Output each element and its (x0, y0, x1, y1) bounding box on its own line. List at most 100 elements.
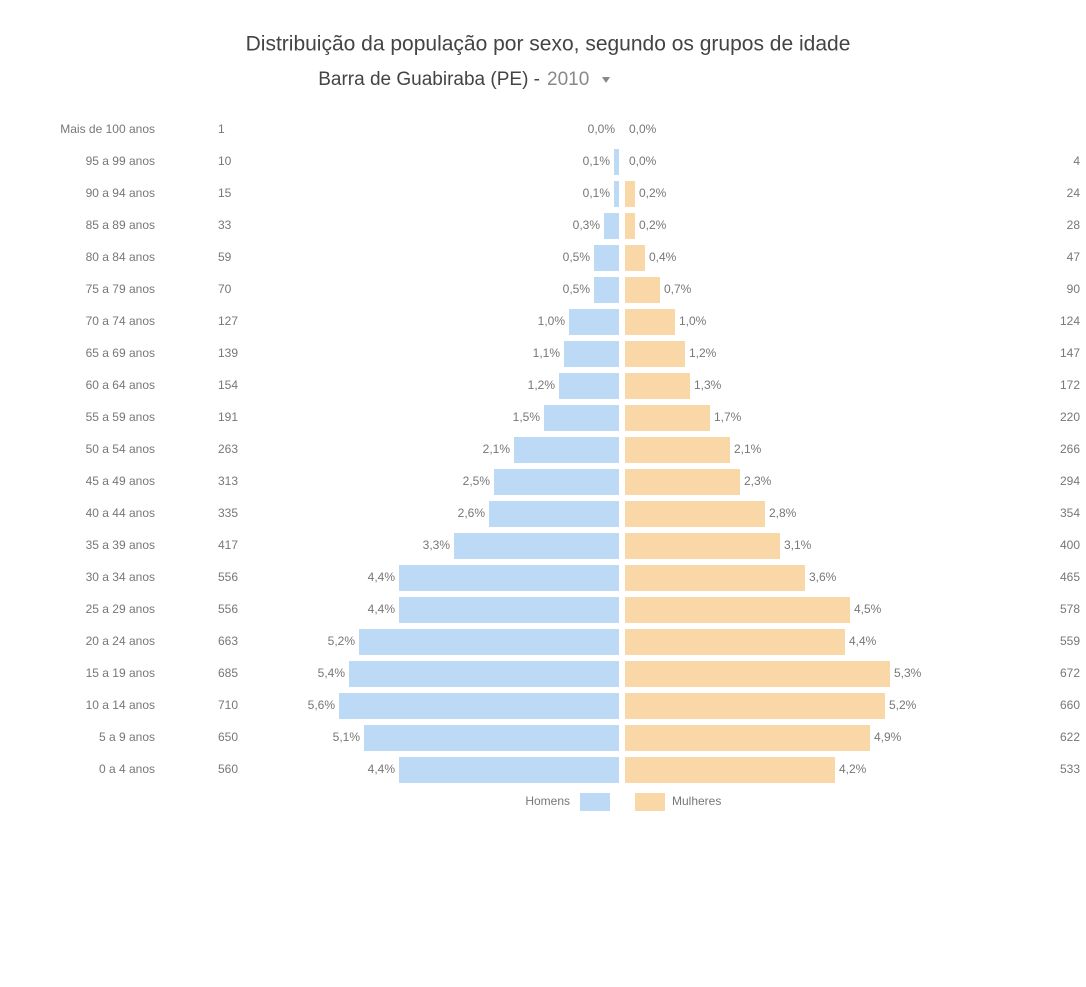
count-label: 685 (218, 666, 238, 680)
count-label: 220 (1060, 410, 1080, 424)
bar (359, 629, 619, 655)
value-label: 4,4% (368, 762, 396, 776)
value-label: 2,6% (458, 506, 486, 520)
age-label: 10 a 14 anos (86, 698, 155, 712)
bar (494, 469, 619, 495)
count-label: 559 (1060, 634, 1080, 648)
count-label: 1 (218, 122, 225, 136)
bar (625, 373, 690, 399)
value-label: 0,0% (588, 122, 616, 136)
bar (399, 565, 619, 591)
bar (399, 757, 619, 783)
count-label: 417 (218, 538, 238, 552)
bar (594, 277, 619, 303)
value-label: 4,4% (368, 602, 396, 616)
bar (544, 405, 619, 431)
bar (625, 757, 835, 783)
value-label: 4,2% (839, 762, 867, 776)
count-label: 560 (218, 762, 238, 776)
age-label: 95 a 99 anos (86, 154, 155, 168)
value-label: 4,5% (854, 602, 882, 616)
age-label: 35 a 39 anos (86, 538, 155, 552)
value-label: 2,1% (483, 442, 511, 456)
value-label: 0,1% (583, 186, 611, 200)
age-label: 75 a 79 anos (86, 282, 155, 296)
count-label: 147 (1060, 346, 1080, 360)
value-label: 2,8% (769, 506, 797, 520)
bar (625, 213, 635, 239)
count-label: 263 (218, 442, 238, 456)
value-label: 4,9% (874, 730, 902, 744)
age-label: 20 a 24 anos (86, 634, 155, 648)
bar (625, 277, 660, 303)
value-label: 5,3% (894, 666, 922, 680)
age-label: 80 a 84 anos (86, 250, 155, 264)
legend-label: Homens (525, 794, 570, 808)
count-label: 556 (218, 602, 238, 616)
age-label: 85 a 89 anos (86, 218, 155, 232)
count-label: 663 (218, 634, 238, 648)
count-label: 465 (1060, 570, 1080, 584)
bar (625, 245, 645, 271)
bar (559, 373, 619, 399)
value-label: 1,1% (533, 346, 561, 360)
bar (625, 725, 870, 751)
value-label: 1,0% (679, 314, 707, 328)
age-label: 60 a 64 anos (86, 378, 155, 392)
value-label: 2,1% (734, 442, 762, 456)
bar (339, 693, 619, 719)
value-label: 1,2% (528, 378, 556, 392)
age-label: 90 a 94 anos (86, 186, 155, 200)
count-label: 335 (218, 506, 238, 520)
value-label: 3,3% (423, 538, 451, 552)
value-label: 0,0% (629, 122, 657, 136)
count-label: 139 (218, 346, 238, 360)
bar (625, 661, 890, 687)
count-label: 4 (1073, 154, 1080, 168)
value-label: 2,5% (463, 474, 491, 488)
dropdown-arrow[interactable] (602, 77, 610, 83)
age-label: 50 a 54 anos (86, 442, 155, 456)
count-label: 172 (1060, 378, 1080, 392)
legend-swatch (635, 793, 665, 811)
bar (625, 437, 730, 463)
age-label: 65 a 69 anos (86, 346, 155, 360)
bar (625, 565, 805, 591)
value-label: 1,3% (694, 378, 722, 392)
count-label: 154 (218, 378, 238, 392)
count-label: 578 (1060, 602, 1080, 616)
count-label: 710 (218, 698, 238, 712)
value-label: 5,1% (333, 730, 361, 744)
bar (625, 533, 780, 559)
value-label: 3,6% (809, 570, 837, 584)
value-label: 1,5% (513, 410, 541, 424)
value-label: 0,5% (563, 250, 591, 264)
year-select[interactable]: 2010 (547, 69, 589, 90)
age-label: 0 a 4 anos (99, 762, 155, 776)
value-label: 5,2% (889, 698, 917, 712)
value-label: 4,4% (368, 570, 396, 584)
value-label: 0,2% (639, 186, 667, 200)
count-label: 24 (1067, 186, 1081, 200)
count-label: 672 (1060, 666, 1080, 680)
value-label: 0,0% (629, 154, 657, 168)
value-label: 0,4% (649, 250, 677, 264)
bar (625, 597, 850, 623)
count-label: 90 (1067, 282, 1081, 296)
age-label: 15 a 19 anos (86, 666, 155, 680)
count-label: 124 (1060, 314, 1080, 328)
count-label: 28 (1067, 218, 1081, 232)
value-label: 5,2% (328, 634, 356, 648)
bar (625, 501, 765, 527)
value-label: 5,6% (308, 698, 336, 712)
count-label: 10 (218, 154, 232, 168)
age-label: 30 a 34 anos (86, 570, 155, 584)
value-label: 5,4% (318, 666, 346, 680)
count-label: 266 (1060, 442, 1080, 456)
legend-label: Mulheres (672, 794, 721, 808)
count-label: 533 (1060, 762, 1080, 776)
bar (614, 149, 619, 175)
age-label: 55 a 59 anos (86, 410, 155, 424)
